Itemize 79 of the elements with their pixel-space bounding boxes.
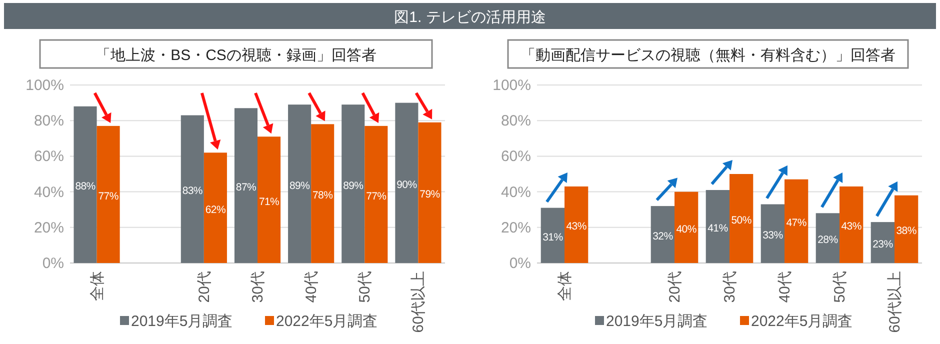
bar	[311, 124, 334, 263]
data-label: 90%	[396, 178, 417, 191]
y-tick-label: 0%	[42, 255, 64, 272]
x-tick-label: 20代	[666, 271, 684, 303]
data-label: 77%	[98, 190, 118, 202]
bar	[395, 102, 418, 263]
y-tick-label: 100%	[492, 77, 531, 94]
bar	[96, 126, 120, 263]
data-label: 32%	[652, 230, 673, 243]
y-tick-label: 40%	[500, 184, 531, 201]
bar	[418, 122, 442, 263]
bar	[288, 104, 312, 263]
data-label: 50%	[731, 214, 752, 226]
data-label: 78%	[312, 190, 333, 202]
data-label: 23%	[872, 238, 893, 251]
legend-label: 2022年5月調査	[276, 313, 378, 330]
data-label: 43%	[841, 220, 862, 233]
x-tick-label: 30代	[722, 271, 738, 303]
data-label: 31%	[542, 231, 563, 244]
legend-label: 2019年5月調査	[606, 313, 708, 330]
bar	[784, 179, 808, 263]
data-label: 89%	[343, 180, 364, 192]
bar	[342, 104, 365, 263]
caption: 図1. テレビの活用用途	[394, 9, 546, 26]
data-label: 88%	[75, 180, 96, 193]
bar	[730, 174, 754, 263]
y-tick-label: 0%	[509, 255, 531, 272]
x-tick-label: 40代	[303, 271, 320, 303]
bar	[760, 204, 784, 263]
x-tick-label: 60代以上	[886, 271, 904, 333]
data-label: 62%	[205, 204, 226, 216]
y-tick-label: 80%	[34, 112, 64, 130]
bar	[234, 108, 258, 263]
bar	[180, 115, 204, 263]
data-label: 40%	[676, 223, 696, 236]
bar	[706, 190, 730, 263]
x-tick-label: 全体	[556, 271, 574, 301]
bar	[674, 192, 698, 263]
bar	[650, 206, 674, 263]
bar	[816, 213, 840, 263]
bar	[74, 106, 97, 263]
data-label: 77%	[366, 190, 386, 202]
bar	[540, 208, 564, 263]
x-tick-label: 40代	[776, 271, 794, 303]
chart-title: 「動画配信サービスの視聴（無料・有料含む）」回答者	[520, 47, 896, 64]
y-tick-label: 40%	[34, 184, 64, 201]
y-tick-label: 20%	[500, 219, 531, 236]
x-tick-label: 全体	[88, 271, 106, 301]
bar	[870, 222, 894, 263]
x-tick-label: 30代	[250, 271, 266, 303]
data-label: 47%	[786, 217, 806, 230]
legend-label: 2019年5月調査	[131, 313, 233, 330]
x-tick-label: 50代	[832, 271, 848, 303]
bar	[840, 186, 864, 263]
data-label: 41%	[708, 222, 728, 235]
data-label: 71%	[258, 196, 280, 208]
legend-label: 2022年5月調査	[751, 313, 853, 330]
y-tick-label: 60%	[500, 148, 531, 166]
data-label: 33%	[762, 230, 783, 242]
y-tick-label: 60%	[34, 148, 64, 166]
data-label: 43%	[566, 220, 586, 233]
data-label: 89%	[289, 180, 310, 192]
x-tick-label: 20代	[196, 271, 213, 303]
bar	[564, 186, 588, 263]
bar	[204, 152, 227, 263]
y-tick-label: 80%	[500, 112, 531, 130]
data-label: 38%	[896, 225, 916, 238]
x-tick-label: 50代	[356, 271, 374, 303]
data-label: 83%	[182, 185, 202, 198]
y-tick-label: 100%	[26, 77, 64, 94]
bar	[258, 136, 281, 263]
data-label: 87%	[236, 182, 256, 194]
y-tick-label: 20%	[34, 219, 64, 236]
bar	[894, 195, 918, 263]
chart-title: 「地上波・BS・CSの視聴・録画」回答者	[96, 47, 376, 64]
bar	[364, 126, 388, 263]
data-label: 28%	[818, 234, 838, 246]
data-label: 79%	[420, 188, 440, 201]
x-tick-label: 60代以上	[410, 271, 428, 333]
